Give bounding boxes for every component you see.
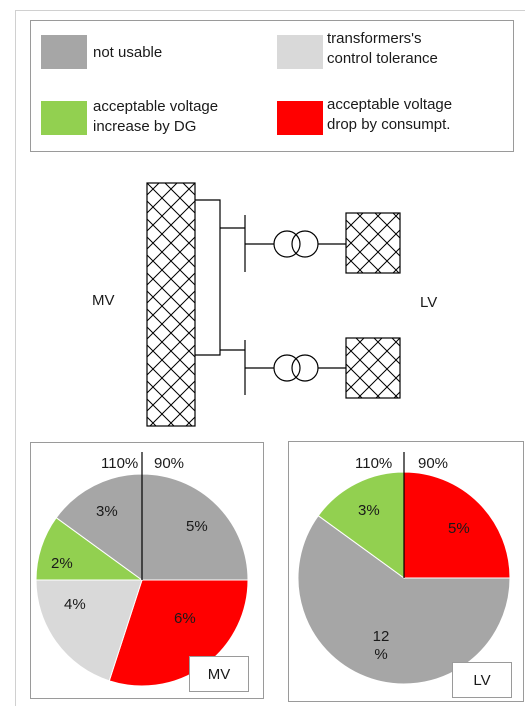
transformer-upper (273, 230, 346, 258)
mv-feeder-line (195, 199, 221, 356)
mv-pie-slice-4 (55, 473, 143, 581)
lv-network-block-upper (345, 212, 401, 274)
mv-slice-label-5: 5% (186, 518, 208, 535)
legend-swatch-not-usable (41, 35, 87, 69)
legend-swatch-voltage-drop (277, 101, 323, 135)
legend-label-not-usable: not usable (93, 44, 163, 61)
mv-top-label-110: 110% (101, 455, 139, 472)
lv-pie-slice-0 (403, 471, 511, 579)
legend-label-voltage-drop: acceptable voltage drop by consumpt. (327, 96, 453, 133)
mv-slice-label-3: 3% (96, 503, 118, 520)
mv-pie-slice-2 (35, 579, 143, 682)
legend-label-control-tolerance: transformers's control tolerance (327, 30, 438, 67)
mv-slice-label-2: 2% (51, 555, 73, 572)
transformer-lower (273, 354, 346, 382)
legend-swatch-voltage-increase (41, 101, 87, 135)
legend: not usable transformers's control tolera… (30, 20, 514, 152)
mv-network-block (146, 182, 196, 427)
mv-pie-slice-0 (141, 473, 249, 581)
lv-slice-label-3: 3% (358, 502, 380, 519)
lv-top-label-110: 110% (355, 455, 393, 472)
lv-slice-label-12: 12 % (372, 628, 390, 663)
mv-top-label-90: 90% (154, 455, 185, 472)
mv-label: MV (92, 292, 115, 309)
figure-frame (15, 10, 525, 706)
lv-top-label-90: 90% (418, 455, 449, 472)
lv-pie-slice-1 (297, 514, 511, 685)
lv-pie-slice-2 (317, 471, 405, 579)
lv-chart-tag: LV (452, 662, 512, 698)
mv-slice-label-4: 4% (64, 596, 86, 613)
legend-label-voltage-increase: acceptable voltage increase by DG (93, 98, 219, 135)
lv-label: LV (420, 294, 438, 311)
legend-swatch-control-tolerance (277, 35, 323, 69)
mv-chart-tag: MV (189, 656, 249, 692)
lv-network-block-lower (345, 337, 401, 399)
mv-slice-label-6: 6% (174, 610, 196, 627)
lv-slice-label-5: 5% (448, 520, 470, 537)
